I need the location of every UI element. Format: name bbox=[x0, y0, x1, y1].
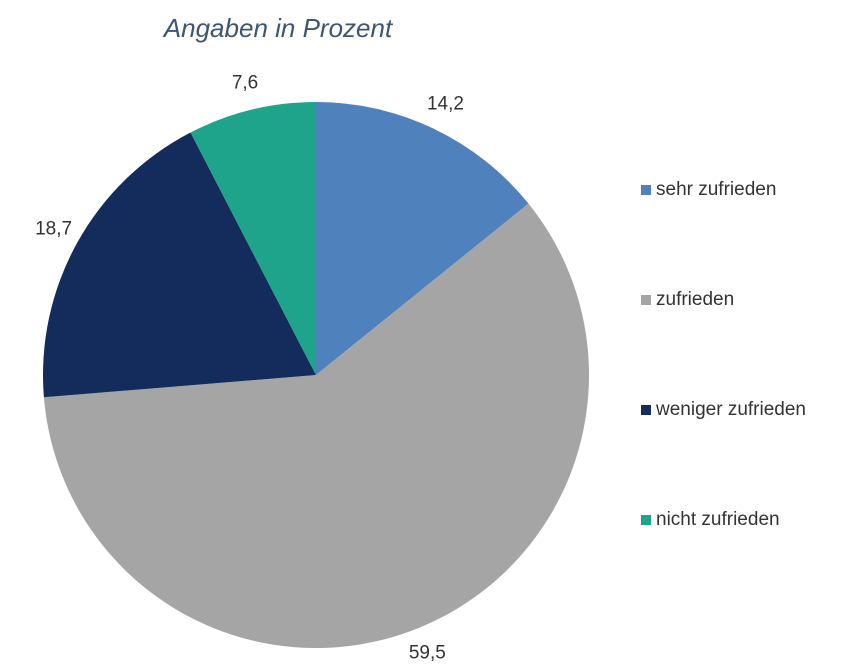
pie-slice bbox=[43, 203, 589, 648]
pie-slice bbox=[316, 102, 529, 375]
legend-label: weniger zufrieden bbox=[655, 399, 806, 420]
data-label: 14,2 bbox=[427, 93, 464, 114]
legend-label: nicht zufrieden bbox=[656, 509, 780, 530]
legend-swatch bbox=[641, 405, 651, 415]
pie-slice bbox=[190, 102, 316, 375]
legend-label: sehr zufrieden bbox=[656, 179, 776, 200]
legend-swatch bbox=[641, 185, 651, 195]
data-label: 18,7 bbox=[35, 219, 72, 240]
legend-swatch bbox=[641, 515, 651, 525]
data-label: 7,6 bbox=[232, 73, 258, 94]
chart-title: Angaben in Prozent bbox=[162, 13, 394, 43]
pie-slice bbox=[43, 132, 316, 398]
legend-label: zufrieden bbox=[656, 289, 734, 310]
data-label: 59,5 bbox=[409, 643, 446, 664]
legend-swatch bbox=[641, 295, 651, 305]
